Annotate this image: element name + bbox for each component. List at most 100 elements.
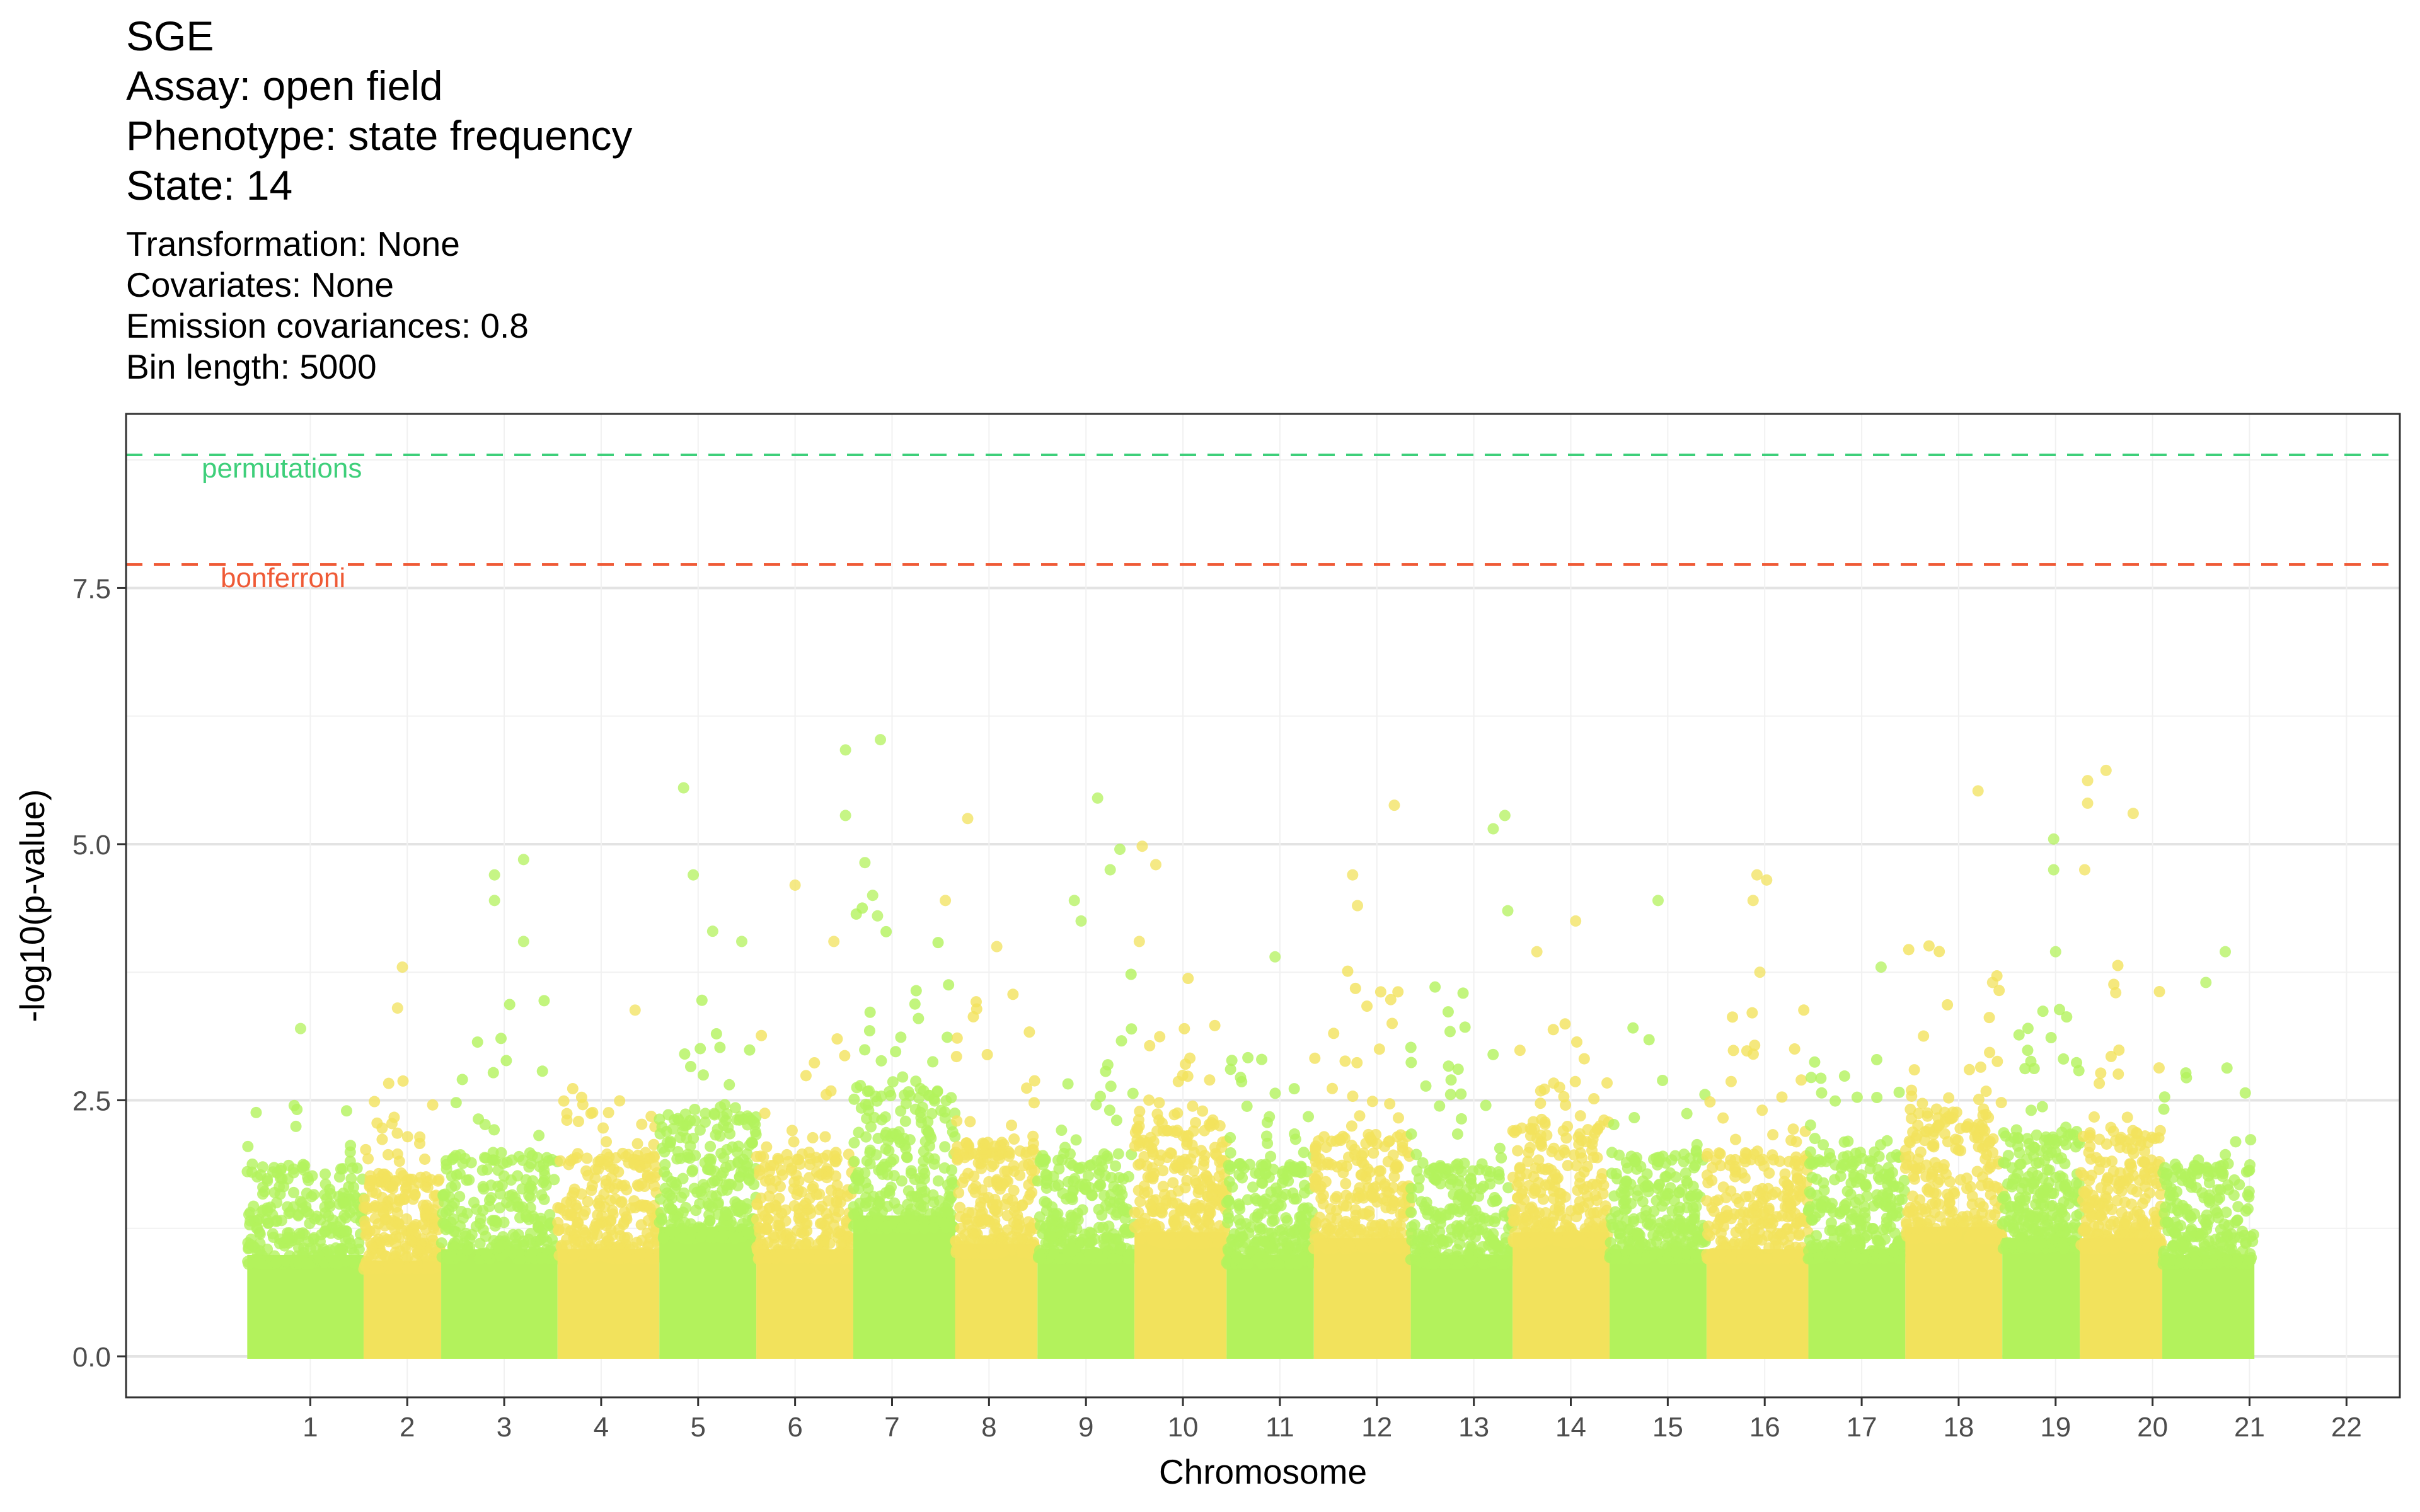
data-point [1242,1194,1253,1206]
data-point [880,925,892,937]
data-point [1767,1129,1779,1141]
data-point [613,1253,625,1265]
data-point [1132,1124,1144,1136]
data-point [1268,1232,1280,1244]
data-point [1526,1124,1538,1136]
data-point [1977,1109,1989,1121]
data-point [417,1218,429,1230]
data-point [444,1251,456,1263]
data-point [1049,1180,1061,1192]
data-point [1443,1060,1455,1072]
data-point [1730,1226,1742,1238]
data-point [386,1118,398,1130]
data-point [951,1115,963,1127]
data-point [807,1131,819,1143]
data-point [1652,895,1664,907]
data-point [1904,1103,1916,1115]
data-point [328,1257,340,1269]
data-point [616,1196,628,1208]
data-point [829,1150,841,1162]
data-point [800,1197,812,1209]
data-point [1943,1192,1955,1204]
data-point [1717,1181,1729,1193]
data-point [1673,1186,1685,1198]
data-point [1618,1204,1630,1216]
data-point [636,1177,648,1189]
chromosome-14-band [1512,1232,1610,1359]
data-point [1859,1179,1871,1191]
data-point [320,1207,331,1219]
data-point [1806,1214,1818,1226]
data-point [1601,1077,1613,1089]
chromosome-13-points [1405,810,1518,1359]
data-point [1366,1096,1378,1108]
data-point [1114,844,1126,856]
data-point [1337,1167,1349,1179]
data-point [1548,1077,1560,1089]
data-point [908,1220,920,1232]
data-point [1309,1234,1321,1246]
data-point [1946,1205,1958,1217]
data-point [1493,1173,1505,1185]
data-point [1787,1123,1799,1135]
data-point [1779,1168,1791,1180]
data-point [1118,1226,1130,1238]
data-point [848,1209,860,1221]
data-point [1069,1212,1081,1224]
data-point [1893,1086,1905,1098]
data-point [915,1205,927,1217]
data-point [591,1218,602,1230]
data-point [961,1213,973,1225]
data-point [1632,1184,1644,1196]
data-point [1068,895,1080,907]
data-point [526,1150,538,1162]
data-point [495,1033,507,1045]
data-point [1535,1097,1547,1109]
data-point [1874,1174,1886,1186]
data-point [245,1215,256,1227]
data-point [959,1172,971,1184]
data-point [855,1102,867,1114]
data-point [1456,1191,1468,1203]
data-point [1656,1200,1668,1212]
data-point [792,1184,804,1196]
data-point [1839,1200,1851,1211]
data-point [1345,1120,1357,1132]
data-point [1170,1219,1182,1231]
data-point [1358,1159,1370,1171]
data-point [1223,1194,1235,1206]
data-point [1875,961,1887,973]
data-point [1490,1194,1502,1206]
data-point [940,895,952,907]
data-point [703,1163,715,1175]
data-point [1347,1091,1359,1102]
data-point [677,1206,689,1218]
data-point [1489,1216,1501,1228]
data-point [758,1245,770,1257]
data-point [1054,1225,1066,1237]
data-point [1144,1040,1156,1051]
data-point [592,1209,604,1221]
chromosome-6-points [751,879,859,1359]
chromosome-18-points [1899,785,2008,1359]
data-point [1244,1245,1256,1257]
data-point [1433,1237,1445,1249]
data-point [940,1095,952,1107]
data-point [694,1043,706,1055]
chromosome-4-band [557,1249,660,1359]
data-point [821,1225,833,1237]
data-point [839,1050,851,1062]
data-point [1187,1203,1199,1215]
data-point [950,1051,962,1063]
data-point [1502,905,1514,917]
data-point [877,1168,889,1180]
data-point [1194,1183,1206,1195]
data-point [927,1056,939,1068]
data-point [1825,1248,1837,1260]
data-point [624,1243,636,1255]
data-point [1209,1148,1221,1160]
data-point [1855,1219,1867,1231]
data-point [706,925,718,937]
data-point [1023,1159,1035,1171]
data-point [1187,1100,1199,1112]
